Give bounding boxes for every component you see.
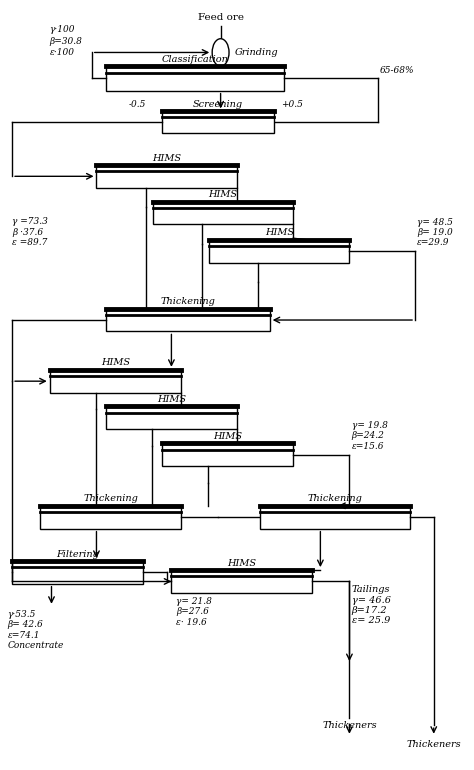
Text: HIMS: HIMS <box>213 432 242 440</box>
Text: Feed ore: Feed ore <box>198 13 244 22</box>
Bar <box>97 165 237 188</box>
Text: β=30.8: β=30.8 <box>50 36 82 45</box>
Text: HIMS: HIMS <box>152 153 181 162</box>
Text: γ =73.3
β ·37.6
ε =89.7: γ =73.3 β ·37.6 ε =89.7 <box>12 217 48 247</box>
Text: Tailings
γ= 46.6
β=17.2
ε= 25.9: Tailings γ= 46.6 β=17.2 ε= 25.9 <box>352 585 391 625</box>
Text: +0.5: +0.5 <box>282 100 303 109</box>
Text: γ= 21.8
β=27.6
ε· 19.6: γ= 21.8 β=27.6 ε· 19.6 <box>176 597 212 627</box>
Circle shape <box>212 38 229 66</box>
Bar <box>209 239 349 263</box>
Text: HIMS: HIMS <box>209 190 237 199</box>
Text: HIMS: HIMS <box>227 559 256 567</box>
Text: HIMS: HIMS <box>100 358 130 367</box>
Bar <box>162 112 274 132</box>
Bar <box>260 506 410 529</box>
Bar <box>162 443 293 466</box>
Bar <box>153 202 293 225</box>
Text: Screening: Screening <box>193 100 243 109</box>
Text: γ= 48.5
β= 19.0
ε=29.9: γ= 48.5 β= 19.0 ε=29.9 <box>417 218 453 247</box>
Bar <box>50 370 181 393</box>
Bar <box>172 570 312 593</box>
Bar <box>106 66 284 91</box>
Text: 65-68%: 65-68% <box>380 65 414 75</box>
Text: γ·53.5
β= 42.6
ε=74.1
Concentrate: γ·53.5 β= 42.6 ε=74.1 Concentrate <box>8 610 64 650</box>
Text: Thickening: Thickening <box>308 494 363 504</box>
Bar <box>40 506 181 529</box>
Text: HIMS: HIMS <box>157 395 186 404</box>
Text: Thickeners: Thickeners <box>322 721 377 731</box>
Text: γ·100: γ·100 <box>50 25 75 34</box>
Text: γ= 19.8
β=24.2
ε=15.6: γ= 19.8 β=24.2 ε=15.6 <box>352 421 388 450</box>
Text: Thickening: Thickening <box>160 297 215 306</box>
Bar <box>12 561 143 584</box>
Bar <box>106 309 270 332</box>
Text: Thickening: Thickening <box>83 494 138 504</box>
Bar <box>106 407 237 430</box>
Text: ε·100: ε·100 <box>50 48 74 57</box>
Text: -0.5: -0.5 <box>128 100 146 109</box>
Text: HIMS: HIMS <box>264 229 294 237</box>
Text: Filtering: Filtering <box>56 550 99 558</box>
Text: Grinding: Grinding <box>235 48 278 57</box>
Text: Thickeners: Thickeners <box>406 741 461 749</box>
Text: Classification: Classification <box>162 55 228 64</box>
